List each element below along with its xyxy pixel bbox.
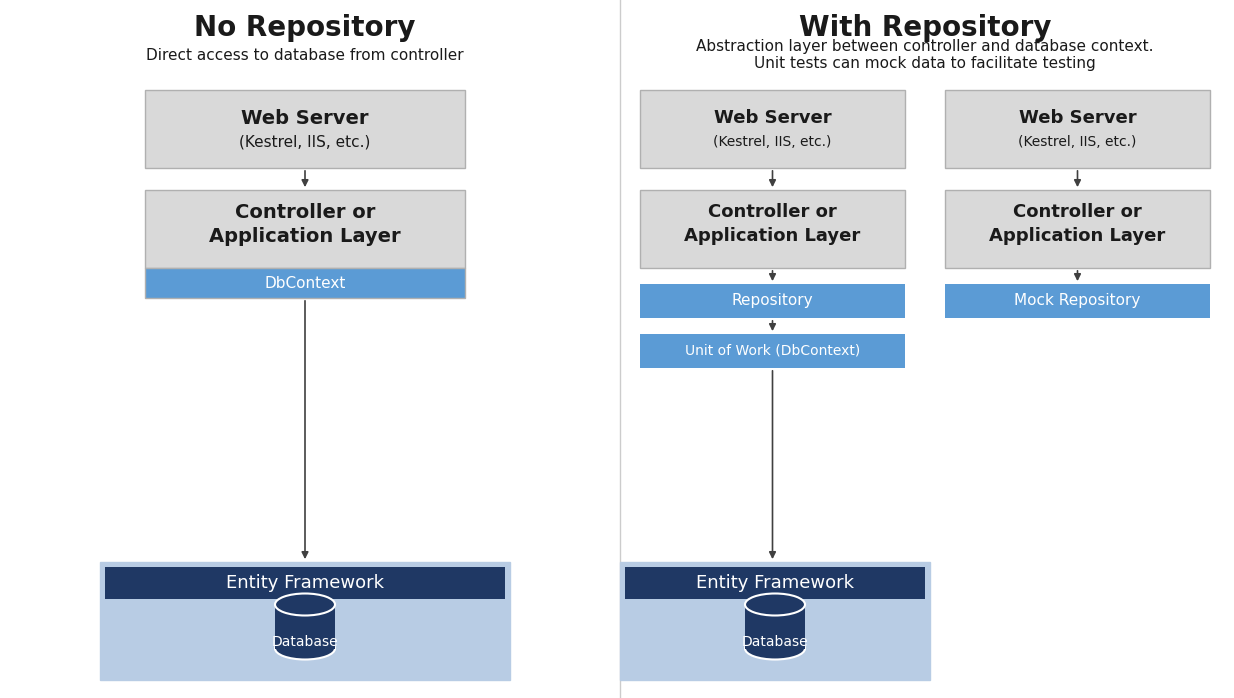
Ellipse shape <box>745 637 805 660</box>
Text: Entity Framework: Entity Framework <box>696 574 854 592</box>
Text: (Kestrel, IIS, etc.): (Kestrel, IIS, etc.) <box>1018 135 1137 149</box>
FancyBboxPatch shape <box>146 190 465 268</box>
Text: Application Layer: Application Layer <box>990 227 1166 245</box>
Ellipse shape <box>275 637 334 660</box>
FancyBboxPatch shape <box>275 604 334 648</box>
FancyBboxPatch shape <box>105 567 505 599</box>
FancyBboxPatch shape <box>640 334 905 368</box>
Text: Controller or: Controller or <box>234 202 375 221</box>
Text: Controller or: Controller or <box>708 203 837 221</box>
Text: Database: Database <box>271 635 338 649</box>
Ellipse shape <box>745 593 805 616</box>
Text: Entity Framework: Entity Framework <box>226 574 384 592</box>
Text: Database: Database <box>742 635 808 649</box>
FancyBboxPatch shape <box>945 190 1211 268</box>
FancyBboxPatch shape <box>146 90 465 168</box>
Text: Controller or: Controller or <box>1013 203 1141 221</box>
Text: Web Server: Web Server <box>1019 109 1137 127</box>
Text: With Repository: With Repository <box>798 14 1051 42</box>
Text: Application Layer: Application Layer <box>210 226 401 246</box>
Text: Application Layer: Application Layer <box>685 227 860 245</box>
FancyBboxPatch shape <box>640 284 905 318</box>
Text: Unit of Work (DbContext): Unit of Work (DbContext) <box>685 344 860 358</box>
Text: Web Server: Web Server <box>713 109 832 127</box>
FancyBboxPatch shape <box>945 90 1211 168</box>
FancyBboxPatch shape <box>945 284 1211 318</box>
FancyBboxPatch shape <box>146 268 465 298</box>
FancyBboxPatch shape <box>745 604 805 648</box>
Text: Direct access to database from controller: Direct access to database from controlle… <box>146 47 464 63</box>
Text: Mock Repository: Mock Repository <box>1014 293 1140 309</box>
FancyBboxPatch shape <box>619 562 930 680</box>
Text: No Repository: No Repository <box>194 14 416 42</box>
Text: (Kestrel, IIS, etc.): (Kestrel, IIS, etc.) <box>713 135 832 149</box>
FancyBboxPatch shape <box>640 90 905 168</box>
Text: (Kestrel, IIS, etc.): (Kestrel, IIS, etc.) <box>239 135 370 149</box>
Text: Abstraction layer between controller and database context.
Unit tests can mock d: Abstraction layer between controller and… <box>696 39 1154 71</box>
FancyBboxPatch shape <box>624 567 926 599</box>
Text: Repository: Repository <box>732 293 813 309</box>
FancyBboxPatch shape <box>100 562 510 680</box>
FancyBboxPatch shape <box>275 604 334 648</box>
Text: DbContext: DbContext <box>264 276 346 290</box>
FancyBboxPatch shape <box>640 190 905 268</box>
FancyBboxPatch shape <box>745 604 805 648</box>
Ellipse shape <box>275 593 334 616</box>
Text: Web Server: Web Server <box>242 108 369 128</box>
